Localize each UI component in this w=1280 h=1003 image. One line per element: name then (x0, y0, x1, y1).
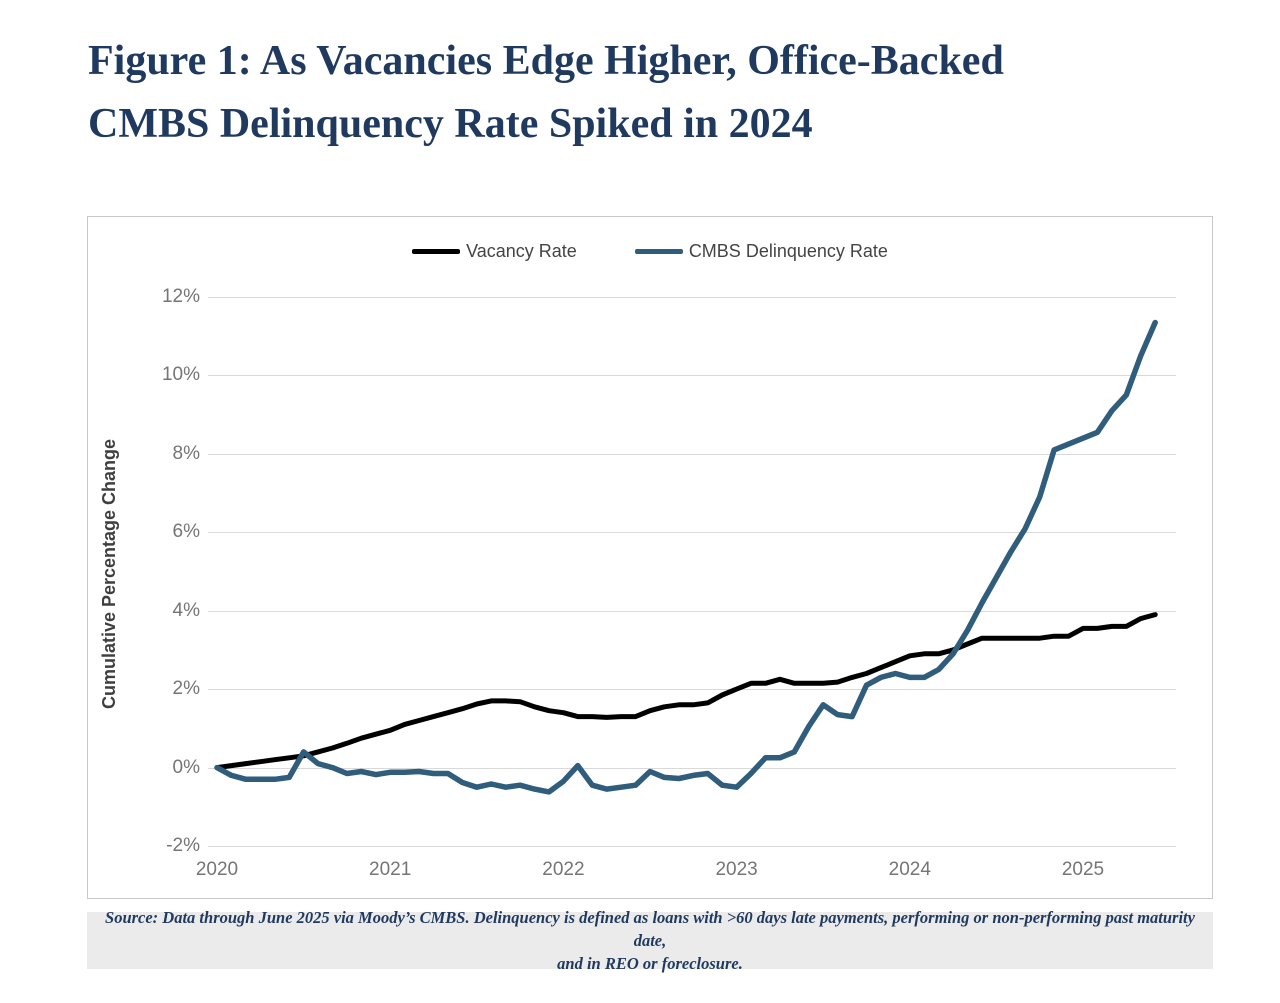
vacancy-rate-line-swatch (412, 249, 461, 254)
chart-legend: Vacancy Rate CMBS Delinquency Rate (88, 241, 1212, 262)
x-tick-label: 2021 (369, 859, 412, 880)
legend-label-vacancy-rate: Vacancy Rate (466, 241, 577, 261)
gridline-12% (208, 297, 1176, 298)
chart-panel: Vacancy Rate CMBS Delinquency Rate Cumul… (87, 216, 1213, 899)
y-tick-label: -2% (166, 835, 200, 856)
y-tick-label: 10% (161, 364, 200, 386)
figure-title-line1: Figure 1: As Vacancies Edge Higher, Offi… (88, 38, 1004, 84)
figure-title-line2: CMBS Delinquency Rate Spiked in 2024 (88, 101, 813, 147)
x-tick-label: 2022 (542, 859, 585, 880)
x-tick-label: 2024 (888, 859, 931, 880)
gridline--2% (208, 846, 1176, 847)
source-note-line2: and in REO or foreclosure. (557, 954, 743, 973)
gridline-8% (208, 453, 1176, 455)
y-tick-label: 12% (161, 286, 200, 307)
y-tick-label: 8% (172, 442, 200, 464)
gridline-6% (208, 532, 1176, 534)
y-tick-label: 6% (172, 521, 200, 543)
cmbs-delinquency-line-swatch (634, 249, 683, 254)
source-note-line1: Source: Data through June 2025 via Moody… (105, 908, 1195, 950)
x-tick-label: 2020 (195, 859, 239, 880)
cmbs-delinquency-rate-line (214, 319, 1158, 795)
legend-label-cmbs-delinquency-rate: CMBS Delinquency Rate (688, 241, 888, 261)
legend-item-vacancy-rate: Vacancy Rate (412, 241, 577, 262)
gridline-4% (208, 610, 1176, 612)
vacancy-rate-line (214, 612, 1158, 771)
gridline-2% (208, 689, 1176, 691)
x-tick-label: 2025 (1061, 859, 1105, 880)
gridline-10% (208, 375, 1176, 377)
chart-plot-area (214, 319, 1158, 795)
x-tick-label: 2023 (715, 859, 758, 880)
y-tick-label: 2% (172, 678, 200, 700)
gridline-0% (208, 767, 1176, 769)
source-note-bar: Source: Data through June 2025 via Moody… (87, 908, 1213, 973)
y-tick-label: 0% (172, 756, 200, 778)
legend-item-cmbs-delinquency-rate: CMBS Delinquency Rate (634, 241, 888, 262)
figure-title: Figure 1: As Vacancies Edge Higher, Offi… (88, 30, 1198, 156)
y-tick-label: 4% (172, 599, 200, 621)
